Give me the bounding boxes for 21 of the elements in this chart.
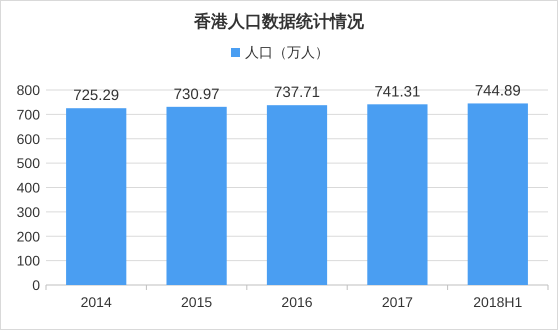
y-tick-label: 0 [32, 277, 40, 293]
x-tick-label: 2015 [181, 294, 212, 310]
x-tick-label: 2017 [382, 294, 414, 310]
chart-title: 香港人口数据统计情况 [193, 12, 365, 31]
y-tick-label: 700 [16, 106, 40, 122]
legend-label: 人口（万人） [245, 44, 329, 60]
x-tick-label: 2018H1 [473, 294, 523, 310]
y-tick-label: 600 [16, 130, 40, 147]
y-tick-label: 800 [16, 82, 40, 98]
x-tick-label: 2014 [80, 294, 112, 310]
y-tick-label: 200 [16, 228, 40, 244]
y-tick-label: 300 [16, 204, 40, 220]
data-label: 737.71 [274, 84, 320, 102]
y-tick-label: 400 [16, 180, 40, 196]
y-tick-label: 100 [16, 252, 40, 269]
data-label: 741.31 [374, 83, 420, 100]
data-label: 744.89 [474, 82, 521, 100]
data-label: 730.97 [174, 86, 220, 103]
data-label: 725.29 [73, 87, 120, 104]
x-tick-label: 2016 [281, 294, 313, 310]
y-tick-label: 500 [16, 155, 40, 172]
